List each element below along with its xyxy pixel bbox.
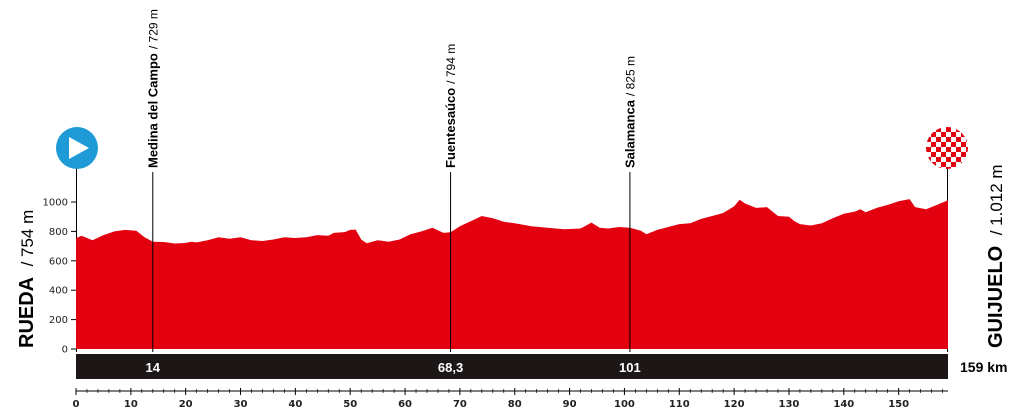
y-tick-label: 1000 bbox=[43, 198, 68, 209]
finish-label: GUIJUELO / 1.012 m bbox=[985, 164, 1007, 348]
waypoint-name: Fuentesaúco bbox=[443, 88, 458, 168]
x-tick-label: 10 bbox=[124, 399, 138, 410]
waypoint-km-label: 14 bbox=[146, 360, 161, 375]
svg-text:Medina del Campo/ 729 m: Medina del Campo / 729 m bbox=[145, 9, 160, 168]
x-tick-label: 110 bbox=[669, 399, 690, 410]
svg-text:GUIJUELO / 1.012 m: GUIJUELO / 1.012 m bbox=[985, 164, 1007, 348]
waypoint-altitude: / 794 m bbox=[444, 44, 458, 84]
start-altitude: / 754 m bbox=[18, 210, 37, 267]
svg-text:Salamanca/ 825 m: Salamanca / 825 m bbox=[622, 56, 637, 168]
x-tick-label: 40 bbox=[288, 399, 302, 410]
y-tick-label: 0 bbox=[62, 345, 68, 356]
x-axis: 0 10 20 30 40 50 60 70 80 90 100 110 120 130 140 150 bbox=[73, 388, 943, 410]
waypoint-altitude: / 825 m bbox=[623, 56, 637, 96]
x-tick-label: 0 bbox=[73, 399, 80, 410]
x-tick-label: 90 bbox=[563, 399, 577, 410]
x-tick-label: 150 bbox=[888, 399, 909, 410]
y-tick-label: 600 bbox=[49, 256, 68, 267]
x-tick-label: 80 bbox=[508, 399, 522, 410]
waypoint-label: Salamanca / 825 m bbox=[622, 56, 637, 168]
x-tick-label: 30 bbox=[234, 399, 248, 410]
waypoint-label: Medina del Campo / 729 m bbox=[145, 9, 160, 168]
finish-altitude: / 1.012 m bbox=[987, 164, 1006, 235]
start-name: RUEDA bbox=[16, 277, 38, 348]
x-tick-label: 70 bbox=[453, 399, 467, 410]
total-distance: 159 km bbox=[960, 359, 1007, 375]
waypoint-name: Salamanca bbox=[622, 99, 637, 168]
x-tick-label: 140 bbox=[833, 399, 854, 410]
start-label: RUEDA / 754 m bbox=[16, 210, 38, 348]
checkered-flag-icon bbox=[926, 127, 968, 169]
waypoint-name: Medina del Campo bbox=[145, 53, 160, 168]
y-tick-label: 800 bbox=[49, 227, 68, 238]
svg-text:RUEDA / 754 m: RUEDA / 754 m bbox=[16, 210, 38, 348]
waypoint-markers: Medina del Campo / 729 m Fuentesaúco / 794 … bbox=[145, 9, 637, 352]
waypoint-altitude: / 729 m bbox=[146, 9, 160, 49]
svg-text:Fuentesaúco/ 794 m: Fuentesaúco / 794 m bbox=[443, 44, 458, 168]
x-tick-label: 60 bbox=[398, 399, 412, 410]
km-bar bbox=[76, 354, 948, 379]
km-bar-marks: 14 68,3 101 bbox=[146, 360, 641, 375]
y-axis: 0 200 400 600 800 1000 bbox=[43, 198, 76, 356]
x-tick-label: 130 bbox=[779, 399, 800, 410]
waypoint-label: Fuentesaúco / 794 m bbox=[443, 44, 458, 168]
x-tick-label: 100 bbox=[614, 399, 635, 410]
play-icon bbox=[56, 127, 98, 169]
waypoint-km-label: 68,3 bbox=[438, 360, 463, 375]
x-tick-label: 120 bbox=[724, 399, 745, 410]
finish-name: GUIJUELO bbox=[985, 246, 1007, 348]
waypoint-km-label: 101 bbox=[619, 360, 641, 375]
x-tick-label: 50 bbox=[343, 399, 357, 410]
y-tick-label: 200 bbox=[49, 315, 68, 326]
elevation-profile-area bbox=[76, 199, 948, 349]
y-tick-label: 400 bbox=[49, 286, 68, 297]
x-tick-label: 20 bbox=[179, 399, 193, 410]
